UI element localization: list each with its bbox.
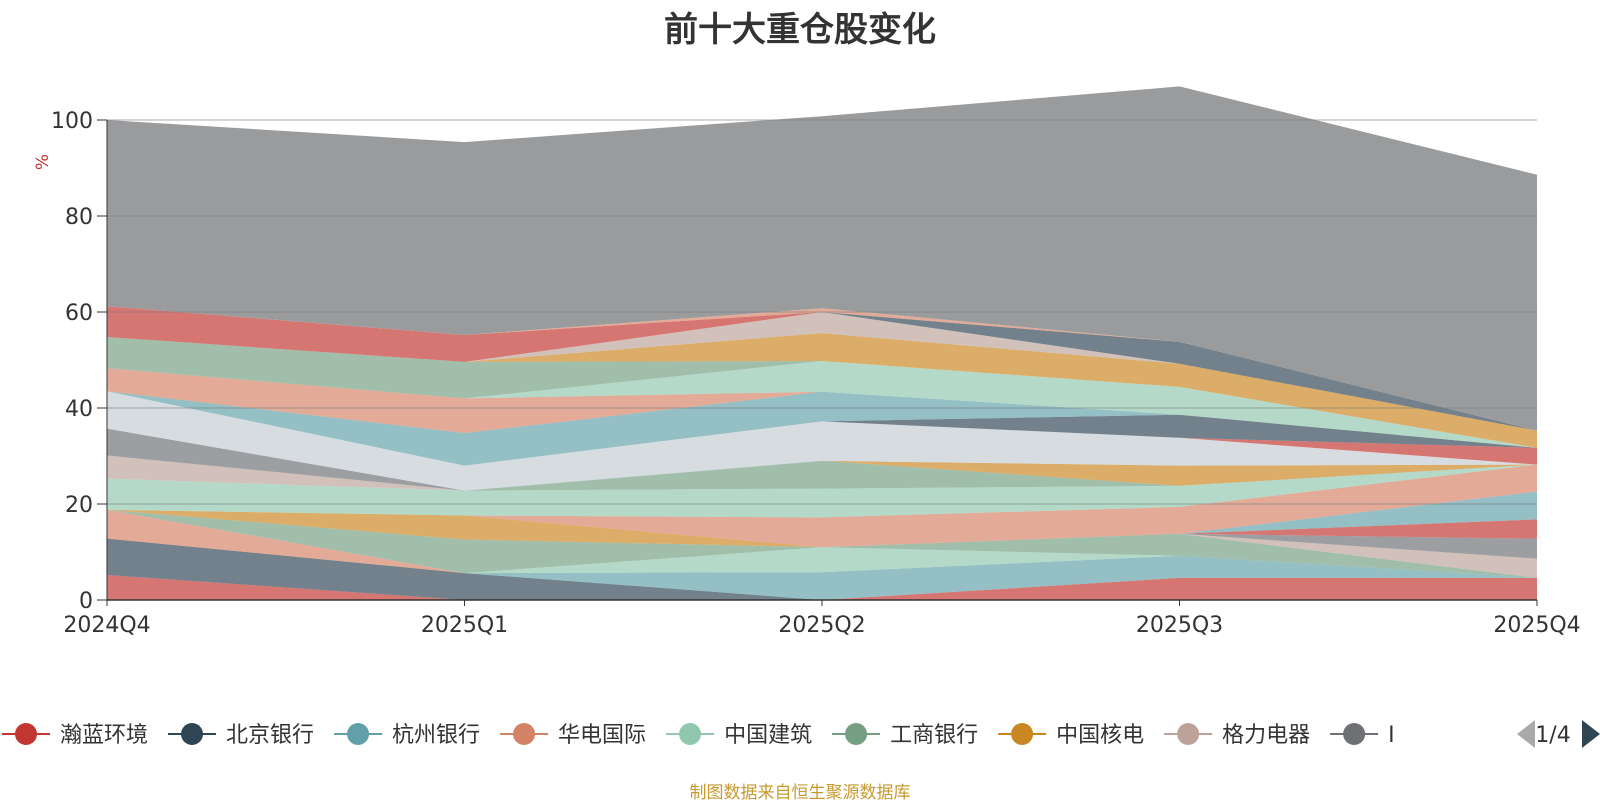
legend-label: 工商银行 — [890, 723, 978, 748]
legend-item[interactable]: 杭州银行 — [334, 723, 480, 748]
legend-label: 中国建筑 — [724, 723, 812, 748]
legend-item[interactable]: I — [1330, 723, 1395, 748]
axes: 0 20 40 60 80 100 2024Q4 2025Q1 2025Q2 2025Q3 2025… — [33, 109, 1581, 638]
legend-marker — [15, 723, 37, 745]
legend-item[interactable]: 工商银行 — [832, 723, 978, 748]
legend-label: 瀚蓝环境 — [60, 723, 148, 748]
grid-lines — [107, 119, 1537, 505]
legend-next-arrow-icon[interactable] — [1582, 720, 1600, 748]
area-series-24 — [107, 361, 1537, 448]
area-series-22 — [107, 391, 1537, 466]
source-note: 制图数据来自恒生聚源数据库 — [689, 783, 911, 803]
legend-marker — [513, 723, 536, 745]
legend-page-indicator: 1/4 — [1535, 723, 1570, 748]
area-series-1 — [107, 538, 1537, 600]
area-series-4 — [107, 509, 1537, 578]
legend-marker — [679, 723, 702, 745]
y-axis-label: % — [33, 154, 53, 170]
legend-label: 北京银行 — [226, 723, 314, 748]
legend-item[interactable]: 格力电器 — [1164, 723, 1310, 748]
legend-item[interactable]: 瀚蓝环境 — [2, 723, 148, 748]
legend-label: 杭州银行 — [392, 723, 480, 748]
area-series-16 — [107, 460, 1537, 491]
area-series-5 — [107, 509, 1537, 578]
area-series-13 — [107, 464, 1537, 548]
x-tick-label: 2025Q2 — [778, 613, 865, 638]
area-series-0 — [107, 575, 1537, 600]
legend-marker — [347, 723, 370, 745]
legend-label: 格力电器 — [1222, 723, 1310, 748]
legend-marker — [1011, 723, 1034, 745]
area-series-26 — [107, 333, 1537, 448]
x-tick-label: 2024Q4 — [63, 613, 150, 638]
y-tick-label: 40 — [65, 397, 93, 422]
x-tick-label: 2025Q3 — [1136, 613, 1223, 638]
x-tick-label: 2025Q4 — [1493, 613, 1580, 638]
area-series-15 — [107, 460, 1537, 491]
legend-marker — [1177, 723, 1200, 745]
legend-item[interactable]: 华电国际 — [500, 723, 646, 748]
legend-marker — [845, 723, 868, 745]
legend-marker — [181, 723, 204, 745]
y-tick-label: 100 — [51, 109, 93, 134]
legend-marker — [1343, 723, 1366, 745]
legend-label: 华电国际 — [558, 723, 646, 748]
y-tick-label: 20 — [65, 493, 93, 518]
area-series-25 — [107, 337, 1537, 448]
area-other — [107, 86, 1537, 431]
area-series-31 — [107, 306, 1537, 431]
y-tick-label: 0 — [79, 589, 93, 614]
chart-title: 前十大重仓股变化 — [664, 10, 936, 50]
y-tick-label: 80 — [65, 205, 93, 230]
area-layers — [107, 86, 1537, 600]
legend-item[interactable]: 中国核电 — [998, 723, 1144, 748]
area-series-6 — [107, 509, 1537, 578]
area-series-21 — [107, 391, 1537, 466]
area-series-23 — [107, 368, 1537, 448]
area-series-30 — [107, 306, 1537, 431]
legend-prev-arrow-icon[interactable] — [1517, 720, 1535, 748]
legend-item[interactable]: 北京银行 — [168, 723, 314, 748]
legend-item[interactable]: 中国建筑 — [666, 723, 812, 748]
legend-label: 中国核电 — [1056, 723, 1144, 748]
area-series-19 — [107, 391, 1537, 491]
legend-label: I — [1388, 723, 1395, 748]
x-tick-label: 2025Q1 — [421, 613, 508, 638]
y-tick-label: 60 — [65, 301, 93, 326]
legend: 瀚蓝环境 北京银行 杭州银行 华电国际 中国建筑 工商银行 中国核电 格力电器 I 1/4 — [2, 720, 1600, 748]
area-series-2 — [107, 538, 1537, 600]
